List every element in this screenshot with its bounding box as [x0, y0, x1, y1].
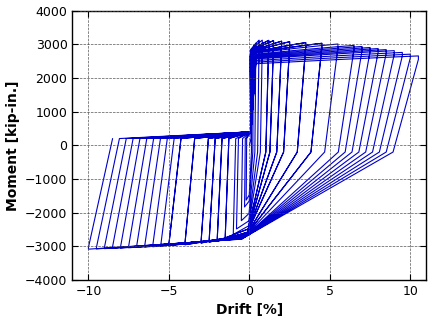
X-axis label: Drift [%]: Drift [%] — [216, 303, 283, 318]
Y-axis label: Moment [kip-in.]: Moment [kip-in.] — [6, 80, 19, 211]
